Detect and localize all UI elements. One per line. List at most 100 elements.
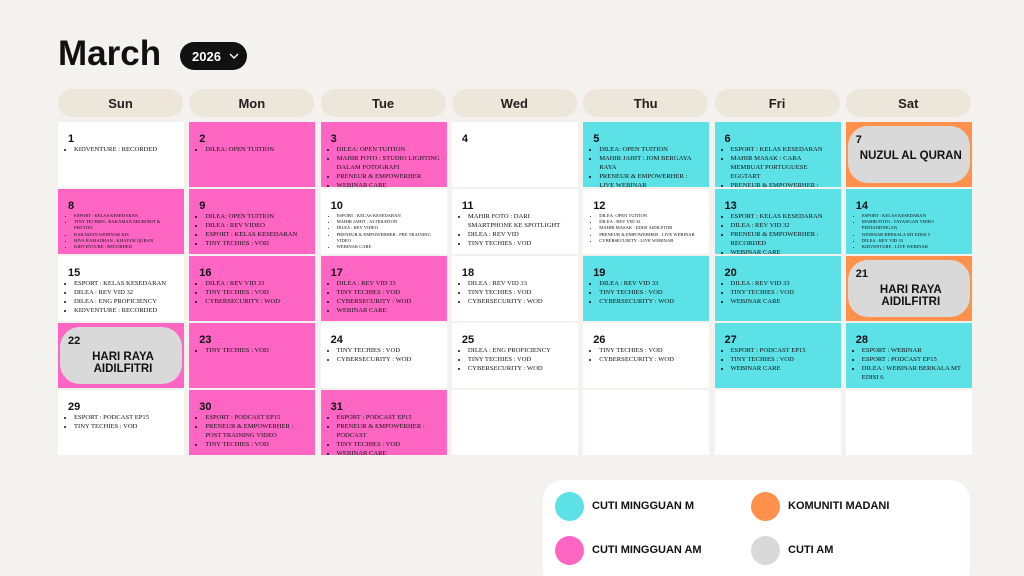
day-cell: 12DILEA: OPEN TUITIONDILEA : REV VID 32M… bbox=[583, 189, 710, 254]
event: HIVA RAMADHAN : KHATAM QURAN bbox=[74, 238, 178, 244]
event: PRENEUR & EMPOWERHER : PODCAST bbox=[337, 423, 441, 441]
event: DILEA: OPEN TUITION bbox=[337, 146, 441, 155]
holiday-label: HARI RAYA AIDILFITRI bbox=[879, 284, 942, 308]
event: CYBERSECURITY : WOD bbox=[337, 298, 441, 307]
event: CYBERSECURITY : WOD bbox=[337, 356, 441, 365]
event: PRENEUR & EMPOWERHER : LIVE WEBINAR bbox=[599, 173, 703, 187]
day-number: 8 bbox=[68, 200, 75, 212]
day-number: 4 bbox=[461, 133, 469, 145]
event: DILEA : WEBINAR BERKALA MT EDISI 6 bbox=[862, 365, 966, 383]
event: PRENEUR & EMPOWERHER : POST TRAINING VID… bbox=[205, 423, 309, 441]
event: TINY TECHIES : VOD bbox=[337, 289, 441, 298]
weekday-header: Tue bbox=[320, 89, 446, 117]
day-cell: 29ESPORT : PODCAST EP15TINY TECHIES : VO… bbox=[58, 390, 184, 455]
event: DILEA : REV VID bbox=[468, 231, 572, 240]
event: CYBERSECURITY : LIVE WEBINAR bbox=[599, 238, 703, 244]
day-cell: 1KIDVENTURE : RECORDED bbox=[58, 122, 184, 187]
event-list: DILEA : REV VID 33TINY TECHIES : VODCYBE… bbox=[199, 280, 309, 307]
event: DILEA : REV VID 33 bbox=[337, 280, 441, 289]
event: MAHIR JAHIT : ALTERATION bbox=[337, 219, 441, 225]
day-number: 17 bbox=[330, 267, 343, 279]
event-list: DILEA: OPEN TUITION bbox=[199, 146, 309, 155]
event: TINY TECHIES : VOD bbox=[599, 347, 703, 356]
event: DILEA : REV VID 32 bbox=[731, 222, 835, 231]
day-number: 1 bbox=[68, 133, 75, 145]
event: TINY TECHIES : VOD bbox=[468, 240, 572, 249]
event: MAHIR JAHIT : JOM BERGAYA RAYA bbox=[599, 155, 703, 173]
day-number: 21 bbox=[855, 268, 869, 280]
event: ESPORT : PODCAST EP15 bbox=[862, 356, 966, 365]
day-cell: 6ESPORT : KELAS KESEDARANMAHIR MASAK : C… bbox=[714, 122, 841, 187]
event: KIDVENTURE : RECORDED bbox=[74, 244, 178, 250]
day-number: 6 bbox=[724, 133, 731, 145]
day-cell: 13ESPORT : KELAS KESEDARANDILEA : REV VI… bbox=[714, 189, 841, 254]
event: PRENEUR & EMPOWERHER bbox=[337, 173, 441, 182]
weekday-header: Mon bbox=[189, 89, 315, 117]
day-cell: 20DILEA : REV VID 33TINY TECHIES : VODWE… bbox=[714, 256, 841, 321]
day-number: 11 bbox=[461, 200, 474, 212]
weekday-header: Wed bbox=[451, 89, 577, 117]
event-list: DILEA : REV VID 33TINY TECHIES : VODCYBE… bbox=[462, 280, 572, 307]
weekday-header: Fri bbox=[714, 89, 840, 117]
event: DILEA : ENG PROFICIENCY bbox=[74, 298, 178, 307]
event: PRENEUR & EMPOWERHER : LIVE WEBINAR bbox=[599, 232, 703, 238]
event: WEBINAR CARE bbox=[337, 182, 441, 187]
event-list: ESPORT : KELAS KESEDARANDILEA : REV VID … bbox=[68, 280, 178, 316]
event: MAHIR FOTO : DARI SMARTPHONE KE SPOTLIGH… bbox=[468, 213, 572, 231]
day-cell: 8ESPORT : KELAS KESEDARANTINY TECHIES : … bbox=[58, 189, 184, 254]
event-list: TINY TECHIES : VOD bbox=[199, 347, 309, 356]
legend: CUTI MINGGUAN M KOMUNITI MADANI CUTI MINGG… bbox=[543, 480, 970, 576]
event: TINY TECHIES : VOD bbox=[74, 423, 178, 432]
event: ESPORT : WEBINAR bbox=[862, 347, 966, 356]
event: ESPORT : KELAS KESEDARAN bbox=[731, 146, 835, 155]
year-selector[interactable]: 2026 bbox=[180, 42, 247, 70]
day-cell: 17DILEA : REV VID 33TINY TECHIES : VODCY… bbox=[320, 256, 447, 321]
event: TINY TECHIES : RAKAMAN MICROBIT & PHYTON bbox=[74, 219, 178, 231]
event-list: DILEA : ENG PROFICIENCYTINY TECHIES : VO… bbox=[462, 347, 572, 374]
event-list: ESPORT : KELAS KESEDARANMAHIR JAHIT : AL… bbox=[331, 213, 441, 250]
day-cell: 31ESPORT : PODCAST EP15PRENEUR & EMPOWER… bbox=[320, 390, 447, 455]
event: DILEA : REV VIDEO bbox=[205, 222, 309, 231]
event: ESPORT : KELAS KESEDARAN bbox=[862, 213, 966, 219]
day-cell: 4 bbox=[451, 122, 578, 187]
weekday-header: Sat bbox=[845, 89, 971, 117]
event: MAHIR FOTO : TAYANGAN VIDEO PERTANDINGAN bbox=[862, 219, 966, 231]
event: ESPORT : PODCAST EP15 bbox=[337, 414, 441, 423]
event-list: MAHIR FOTO : DARI SMARTPHONE KE SPOTLIGH… bbox=[462, 213, 572, 249]
day-cell: 18DILEA : REV VID 33TINY TECHIES : VODCY… bbox=[451, 256, 578, 321]
month-title: March bbox=[58, 34, 162, 73]
day-number: 27 bbox=[724, 334, 737, 346]
holiday-label: NUZUL AL QURAN bbox=[859, 150, 962, 162]
event-list: ESPORT : KELAS KESEDARANTINY TECHIES : R… bbox=[68, 213, 178, 250]
legend-label: KOMUNITI MADANI bbox=[788, 500, 890, 512]
event: TINY TECHIES : VOD bbox=[599, 289, 703, 298]
event-list: TINY TECHIES : VODCYBERSECURITY : WOD bbox=[331, 347, 441, 365]
holiday-pill: 7 NUZUL AL QURAN bbox=[847, 126, 970, 183]
event-list: ESPORT : PODCAST EP15TINY TECHIES : VOD bbox=[68, 414, 178, 432]
event: ESPORT : PODCAST EP15 bbox=[731, 347, 835, 356]
event: ESPORT : KELAS KESEDARAN bbox=[205, 231, 309, 240]
event: DILEA: OPEN TUITION bbox=[205, 213, 309, 222]
year-label: 2026 bbox=[192, 48, 221, 64]
day-cell: 30ESPORT : PODCAST EP15PRENEUR & EMPOWER… bbox=[189, 390, 316, 455]
day-cell bbox=[714, 390, 841, 455]
day-cell: 14ESPORT : KELAS KESEDARANMAHIR FOTO : T… bbox=[845, 189, 972, 254]
event: TINY TECHIES : VOD bbox=[468, 356, 572, 365]
legend-swatch bbox=[555, 492, 584, 521]
day-number: 28 bbox=[855, 334, 869, 346]
event: TINY TECHIES : VOD bbox=[337, 347, 441, 356]
day-cell: 23TINY TECHIES : VOD bbox=[189, 323, 316, 388]
day-number: 29 bbox=[68, 401, 81, 413]
event: RAKAMAN WEBINAR KIS bbox=[74, 232, 178, 238]
day-number: 3 bbox=[330, 133, 337, 145]
event: DILEA : REV VID 33 bbox=[468, 280, 572, 289]
day-number: 16 bbox=[199, 267, 212, 279]
weekday-header: Sun bbox=[58, 89, 183, 117]
legend-label: CUTI MINGGUAN M bbox=[592, 500, 695, 512]
holiday-pill: 22 HARI RAYA AIDILFITRI bbox=[60, 327, 182, 384]
event: ESPORT : KELAS KESEDARAN bbox=[74, 213, 178, 219]
event: DILEA: OPEN TUITION bbox=[205, 146, 309, 155]
day-number: 5 bbox=[593, 133, 600, 145]
day-cell: 26TINY TECHIES : VODCYBERSECURITY : WOD bbox=[583, 323, 710, 388]
